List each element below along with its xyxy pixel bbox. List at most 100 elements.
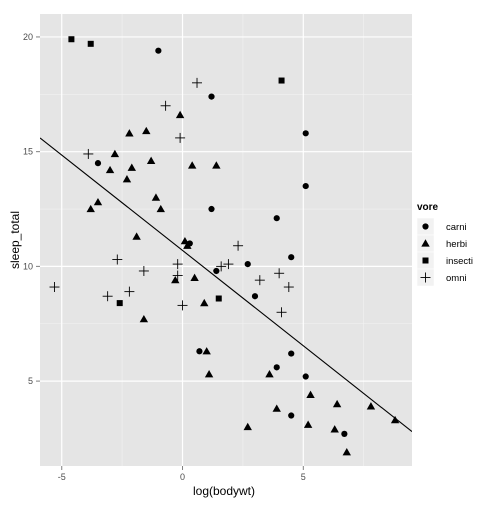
point-carni — [196, 348, 203, 355]
point-omni — [112, 254, 123, 265]
point-herbi — [342, 448, 351, 456]
x-tick-label: -5 — [58, 472, 66, 482]
axes: -5 0 5 5 10 15 20 — [23, 32, 306, 482]
legend: vore carni herbi insecti omni — [416, 202, 473, 287]
y-tick-label: 10 — [23, 261, 33, 271]
point-omni — [138, 265, 149, 276]
legend-label-herbi: herbi — [446, 239, 467, 250]
legend-label-carni: carni — [446, 222, 467, 233]
point-herbi — [122, 174, 132, 183]
point-herbi — [156, 204, 165, 213]
point-omni — [49, 282, 60, 293]
point-herbi — [139, 314, 149, 323]
point-carni — [244, 260, 251, 268]
point-omni — [160, 100, 171, 111]
y-tick-label: 5 — [28, 376, 33, 386]
point-carni — [288, 412, 295, 419]
point-carni — [288, 254, 295, 261]
point-carni — [341, 430, 348, 437]
point-omni — [83, 148, 94, 159]
x-tick-label: 5 — [301, 472, 306, 482]
legend-label-omni: omni — [446, 273, 467, 284]
x-axis-label: log(bodywt) — [193, 484, 255, 498]
legend-key-herbi — [421, 239, 430, 247]
point-omni — [172, 259, 183, 270]
point-carni — [302, 182, 309, 190]
point-omni — [216, 261, 227, 272]
point-herbi — [175, 110, 185, 119]
point-herbi — [272, 404, 281, 412]
point-herbi — [183, 241, 192, 249]
point-carni — [273, 215, 280, 222]
point-herbi — [127, 163, 136, 171]
point-carni — [213, 267, 220, 275]
grid — [40, 14, 412, 466]
point-carni — [94, 160, 102, 167]
legend-key-omni — [420, 272, 431, 283]
point-omni — [175, 132, 186, 143]
point-herbi — [330, 425, 339, 433]
x-tick-label: 0 — [180, 472, 185, 482]
point-omni — [124, 286, 135, 297]
legend-title: vore — [417, 202, 439, 213]
point-herbi — [366, 402, 376, 410]
point-omni — [102, 291, 113, 302]
legend-key-carni — [422, 223, 429, 230]
point-carni — [302, 130, 309, 137]
point-carni — [155, 47, 162, 54]
point-carni — [208, 205, 215, 213]
point-insecti — [68, 36, 75, 43]
point-herbi — [146, 156, 156, 164]
regression-line — [40, 137, 412, 433]
legend-label-insecti: insecti — [446, 256, 473, 267]
point-herbi — [171, 275, 180, 284]
point-omni — [192, 77, 203, 88]
point-herbi — [212, 161, 221, 169]
point-herbi — [105, 165, 115, 174]
panel-background — [40, 14, 412, 466]
point-herbi — [306, 390, 315, 399]
point-herbi — [190, 273, 199, 282]
point-omni — [276, 307, 287, 318]
point-herbi — [265, 370, 274, 378]
point-omni — [274, 268, 285, 279]
point-herbi — [125, 129, 134, 137]
point-carni — [273, 364, 280, 371]
point-herbi — [187, 161, 197, 169]
point-herbi — [390, 415, 400, 424]
legend-key-insecti — [422, 257, 429, 264]
point-omni — [172, 270, 183, 281]
point-insecti — [116, 300, 123, 307]
y-axis-label: sleep_total — [8, 211, 22, 269]
point-herbi — [132, 232, 141, 240]
point-insecti — [215, 295, 222, 302]
point-omni — [223, 259, 234, 270]
point-carni — [302, 373, 309, 380]
point-insecti — [278, 77, 285, 84]
point-herbi — [332, 399, 342, 408]
point-herbi — [86, 204, 95, 213]
point-herbi — [303, 420, 313, 428]
point-herbi — [151, 193, 161, 201]
y-tick-label: 20 — [23, 32, 33, 42]
points — [49, 36, 400, 456]
point-herbi — [93, 197, 103, 206]
point-insecti — [87, 40, 94, 47]
point-omni — [233, 240, 244, 251]
point-herbi — [243, 422, 252, 431]
point-omni — [254, 275, 265, 286]
point-herbi — [202, 347, 211, 355]
point-carni — [251, 293, 259, 300]
point-herbi — [142, 126, 151, 135]
point-herbi — [200, 298, 209, 307]
point-herbi — [204, 370, 214, 378]
regression-line-layer — [40, 137, 412, 433]
point-omni — [177, 300, 188, 311]
point-omni — [283, 282, 294, 293]
point-herbi — [110, 149, 120, 158]
point-carni — [208, 93, 215, 100]
y-tick-label: 15 — [23, 147, 33, 157]
point-carni — [288, 350, 295, 357]
